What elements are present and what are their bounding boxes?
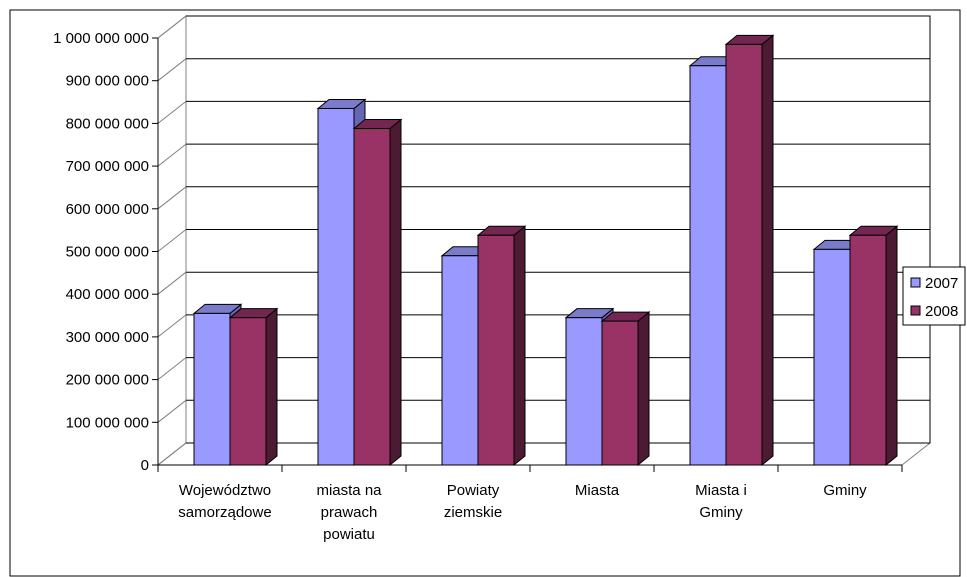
y-tick-label: 900 000 000 (66, 73, 149, 90)
gridline-diag (157, 399, 187, 423)
bar-2008-4 (724, 34, 775, 467)
axis-layer (152, 37, 903, 472)
bar-layer (192, 34, 899, 467)
gridline-diag (157, 143, 187, 167)
legend-label-2007: 2007 (925, 275, 958, 292)
y-tick-label: 500 000 000 (66, 244, 149, 261)
y-tick-label: 300 000 000 (66, 329, 149, 346)
bar-side (513, 225, 526, 467)
bar-side (637, 311, 650, 467)
bar-front (689, 65, 727, 466)
bar-front (193, 312, 231, 466)
legend: 2007 2008 (902, 266, 966, 326)
bar-front (849, 234, 887, 466)
bar-2008-3 (600, 311, 651, 467)
gridline-diag (157, 271, 187, 295)
bar-front (441, 255, 479, 466)
bar-front (601, 320, 639, 466)
bar-front (725, 43, 763, 466)
legend-swatch-2008 (910, 305, 921, 316)
gridline-diag (157, 186, 187, 210)
bar-front (317, 107, 355, 466)
bar-front (477, 234, 515, 466)
bar-2008-1 (352, 118, 403, 467)
legend-label-2008: 2008 (925, 303, 958, 320)
x-tick-label: Województwo samorządowe (178, 482, 271, 521)
bar-side (389, 118, 402, 467)
legend-swatch-2007 (910, 277, 921, 288)
bar-side (761, 34, 774, 467)
x-tick-label: Gminy (823, 482, 867, 499)
bar-front (565, 317, 603, 466)
gridline-diag (157, 58, 187, 82)
y-tick-label: 0 (141, 457, 149, 474)
y-tick-label: 200 000 000 (66, 372, 149, 389)
y-tick-label: 100 000 000 (66, 414, 149, 431)
gridline-diag (157, 314, 187, 338)
bar-front (353, 128, 391, 466)
y-tick-label: 400 000 000 (66, 286, 149, 303)
y-tick-label: 700 000 000 (66, 158, 149, 175)
bar-2008-0 (228, 307, 279, 467)
label-layer: 0 100 000 000 200 000 000 300 000 000 400 00… (53, 30, 867, 543)
bar-front (813, 248, 851, 466)
bar-side (885, 225, 898, 467)
x-tick-label: Miasta (575, 482, 620, 499)
x-tick-label: miasta na prawach powiatu (316, 482, 382, 543)
gridline-diag (157, 15, 187, 39)
y-tick-label: 600 000 000 (66, 201, 149, 218)
bar-2008-2 (476, 225, 527, 467)
gridline-diag (157, 229, 187, 252)
bar-2008-5 (848, 225, 899, 467)
gridline-diag (157, 101, 187, 124)
gridline-diag (157, 442, 187, 466)
y-tick-label: 1 000 000 000 (53, 30, 149, 47)
x-tick-label: Miasta i Gminy (695, 482, 747, 521)
y-tick-label: 800 000 000 (66, 115, 149, 132)
bar-front (229, 317, 267, 466)
x-tick-label: Powiaty ziemskie (444, 482, 502, 521)
bar-side (265, 307, 278, 467)
gridline-diag (157, 357, 187, 380)
